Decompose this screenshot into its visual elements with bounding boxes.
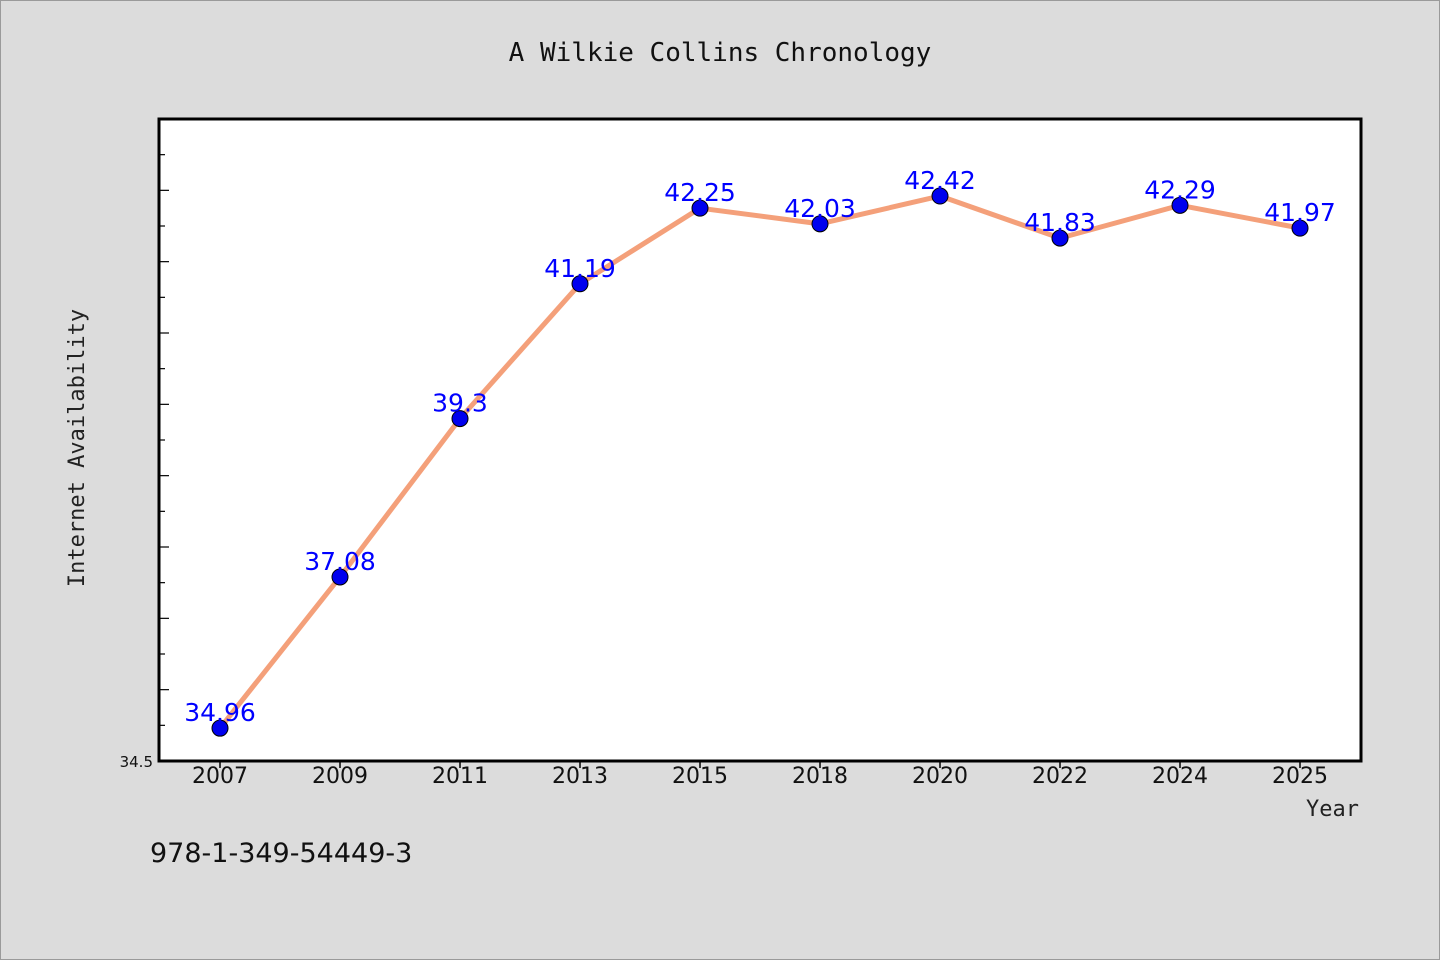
data-point [451, 410, 469, 428]
x-tick-label: 2022 [1032, 764, 1088, 789]
isbn-footnote: 978-1-349-54449-3 [150, 838, 412, 869]
x-tick-label: 2009 [312, 764, 368, 789]
x-tick-label: 2024 [1152, 764, 1208, 789]
data-label: 39.3 [432, 389, 488, 418]
data-point [1051, 229, 1069, 247]
x-axis-ticks [219, 761, 1301, 768]
y-axis-label: Internet Availability [65, 309, 90, 587]
data-label: 42.25 [664, 178, 736, 207]
chart-title: A Wilkie Collins Chronology [509, 38, 932, 68]
x-tick-label: 2011 [432, 764, 488, 789]
data-point [811, 215, 829, 233]
plot-area [157, 117, 1363, 763]
x-axis-label: Year [1306, 797, 1359, 822]
data-label: 42.42 [904, 166, 976, 195]
x-tick-label: 2007 [192, 764, 248, 789]
data-point [211, 719, 229, 737]
x-tick-label: 2018 [792, 764, 848, 789]
data-label: 41.83 [1024, 208, 1096, 237]
data-point [1291, 219, 1309, 237]
data-point [571, 275, 589, 293]
data-markers [211, 187, 1309, 737]
data-point [1171, 196, 1189, 214]
data-label: 41.97 [1264, 198, 1336, 227]
x-tick-label: 2013 [552, 764, 608, 789]
data-point [931, 187, 949, 205]
data-label: 37.08 [304, 547, 376, 576]
data-label: 41.19 [544, 254, 616, 283]
y-axis-ticks [159, 118, 169, 762]
data-point [331, 568, 349, 586]
x-axis-tick-labels: 2007 2009 2011 2013 2015 2018 2020 2022 2024 2025 [192, 764, 1328, 789]
x-tick-label: 2025 [1272, 764, 1328, 789]
data-labels: 34.96 37.08 39.3 41.19 42.25 42.03 42.42 41.83 4… [184, 166, 1336, 727]
data-label: 42.29 [1144, 175, 1216, 204]
data-label: 34.96 [184, 698, 256, 727]
x-tick-label: 2020 [912, 764, 968, 789]
data-point [691, 199, 709, 217]
x-tick-label: 2015 [672, 764, 728, 789]
y-tick-label: 34.5 [120, 753, 153, 771]
data-label: 42.03 [784, 194, 856, 223]
series-line [217, 193, 1303, 731]
